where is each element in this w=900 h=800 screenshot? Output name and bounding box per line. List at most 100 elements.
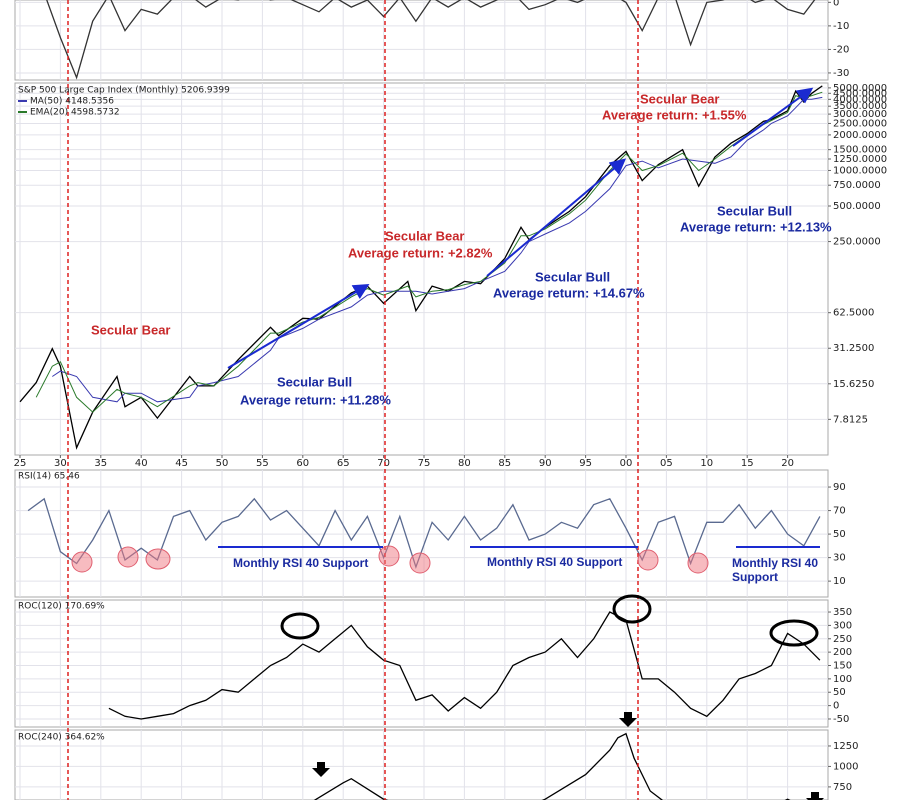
- x-tick-label: 05: [660, 458, 673, 469]
- y-tick-label: 7.8125: [833, 414, 868, 425]
- y-tick-label: 1250: [833, 741, 858, 752]
- y-tick-label: 1500.0000: [833, 145, 887, 156]
- x-tick-label: 60: [296, 458, 309, 469]
- rsi-circle: [637, 549, 659, 571]
- x-tick-label: 20: [781, 458, 794, 469]
- y-tick-label: 50: [833, 529, 846, 540]
- y-tick-label: 200: [833, 647, 852, 658]
- annotation: Secular Bull: [535, 269, 610, 284]
- x-tick-label: 50: [216, 458, 229, 469]
- y-tick-label: 4500.0000: [833, 88, 887, 99]
- y-tick-label: 500.0000: [833, 201, 881, 212]
- rsi-circle: [687, 552, 709, 574]
- panel-title: ROC(120) 170.69%: [18, 602, 105, 612]
- panel-frame: [14, 469, 829, 598]
- y-tick-label: 1250.0000: [833, 154, 887, 165]
- x-tick-label: 10: [700, 458, 713, 469]
- y-tick-label: 10: [833, 576, 846, 587]
- x-tick-label: 95: [579, 458, 592, 469]
- panel: 7.8125 15.6250 31.2500 62.5000 250.0000 500.0…: [14, 82, 887, 469]
- y-tick-label: -50: [833, 714, 849, 725]
- x-tick-label: 85: [498, 458, 511, 469]
- down-arrows: [312, 712, 824, 800]
- rsi-circle: [145, 548, 171, 570]
- down-arrow: [619, 712, 637, 727]
- rsi-circle: [378, 545, 400, 567]
- annotation: Average return: +11.28%: [240, 392, 391, 407]
- legend-entry: MA(50) 4148.5356: [30, 97, 114, 107]
- rsi-circle: [409, 552, 431, 574]
- annotation: Monthly RSI 40: [732, 556, 818, 570]
- y-tick-label: 0: [833, 701, 839, 712]
- annotation: Average return: +14.67%: [493, 285, 645, 300]
- y-tick-label: 2500.0000: [833, 118, 887, 129]
- x-tick-label: 75: [418, 458, 431, 469]
- x-tick-label: 65: [337, 458, 350, 469]
- y-tick-label: 1000.0000: [833, 165, 887, 176]
- y-tick-label: 750.0000: [833, 180, 881, 191]
- series-line: [313, 732, 791, 800]
- x-tick-label: 25: [14, 458, 27, 469]
- x-tick-label: 00: [620, 458, 633, 469]
- x-tick-label: 35: [94, 458, 107, 469]
- y-tick-label: 3500.0000: [833, 101, 887, 112]
- y-tick-label: 5000.0000: [833, 83, 887, 94]
- y-tick-label: 70: [833, 506, 846, 517]
- y-tick-label: 90: [833, 482, 846, 493]
- y-tick-label: 1000: [833, 761, 858, 772]
- y-tick-label: 30: [833, 553, 846, 564]
- panel: 350 300 250 200 150 100 50 0 -50: [14, 599, 852, 728]
- y-tick-label: 3000.0000: [833, 109, 887, 120]
- rsi-circle: [117, 546, 139, 568]
- y-tick-label: 62.5000: [833, 308, 874, 319]
- y-tick-label: 250: [833, 634, 852, 645]
- plots: 0-10-20-307.812515.625031.250062.5000250…: [14, 0, 887, 800]
- roc-ellipse: [612, 594, 652, 624]
- series-line: [52, 96, 823, 403]
- legend-entry: EMA(20) 4598.5732: [30, 108, 120, 118]
- y-tick-label: 15.6250: [833, 379, 874, 390]
- roc-ellipse: [769, 619, 819, 647]
- annotation: Secular Bear: [91, 322, 171, 337]
- x-tick-label: 70: [377, 458, 390, 469]
- panel: 1250 1000 750: [14, 729, 858, 800]
- trend-arrow: [227, 283, 370, 369]
- trend-arrow: [486, 158, 627, 277]
- annotation: Monthly RSI 40 Support: [233, 556, 368, 570]
- y-tick-label: 350: [833, 607, 852, 618]
- down-arrow: [312, 762, 330, 777]
- panel-frame: [14, 729, 829, 800]
- legend-entry: S&P 500 Large Cap Index (Monthly) 5206.9…: [18, 86, 230, 96]
- y-tick-label: 50: [833, 687, 846, 698]
- x-tick-label: 80: [458, 458, 471, 469]
- y-tick-label: 750: [833, 782, 852, 793]
- rsi-circle: [71, 551, 93, 573]
- panel-title: RSI(14) 65.46: [18, 472, 80, 482]
- annotation: Support: [732, 570, 778, 584]
- y-tick-label: -30: [833, 68, 849, 79]
- annotation: Average return: +2.82%: [348, 245, 493, 260]
- panel-frame: [14, 82, 829, 456]
- y-tick-label: 4000.0000: [833, 94, 887, 105]
- rsi-circles: [71, 545, 709, 574]
- panel: 90 70 50 30 10: [14, 469, 846, 598]
- y-tick-label: 250.0000: [833, 237, 881, 248]
- roc-ellipses: [280, 594, 819, 647]
- annotation: Secular Bear: [385, 228, 465, 243]
- panel-title: ROC(240) 364.62%: [18, 733, 105, 743]
- y-tick-label: 100: [833, 674, 852, 685]
- annotation: Secular Bull: [277, 374, 352, 389]
- roc-ellipse: [280, 612, 320, 640]
- series-line: [46, 0, 816, 80]
- down-arrow: [806, 792, 824, 800]
- x-tick-label: 55: [256, 458, 269, 469]
- panel: 0 -10 -20 -30: [14, 0, 849, 81]
- x-tick-label: 90: [539, 458, 552, 469]
- x-tick-label: 45: [175, 458, 188, 469]
- layers-over: Secular Bear Secular Bull Average return…: [18, 0, 832, 800]
- annotation: Secular Bear: [640, 91, 720, 106]
- y-tick-label: -20: [833, 44, 849, 55]
- annotation: Average return: +1.55%: [602, 107, 747, 122]
- annotation: Average return: +12.13%: [680, 219, 832, 234]
